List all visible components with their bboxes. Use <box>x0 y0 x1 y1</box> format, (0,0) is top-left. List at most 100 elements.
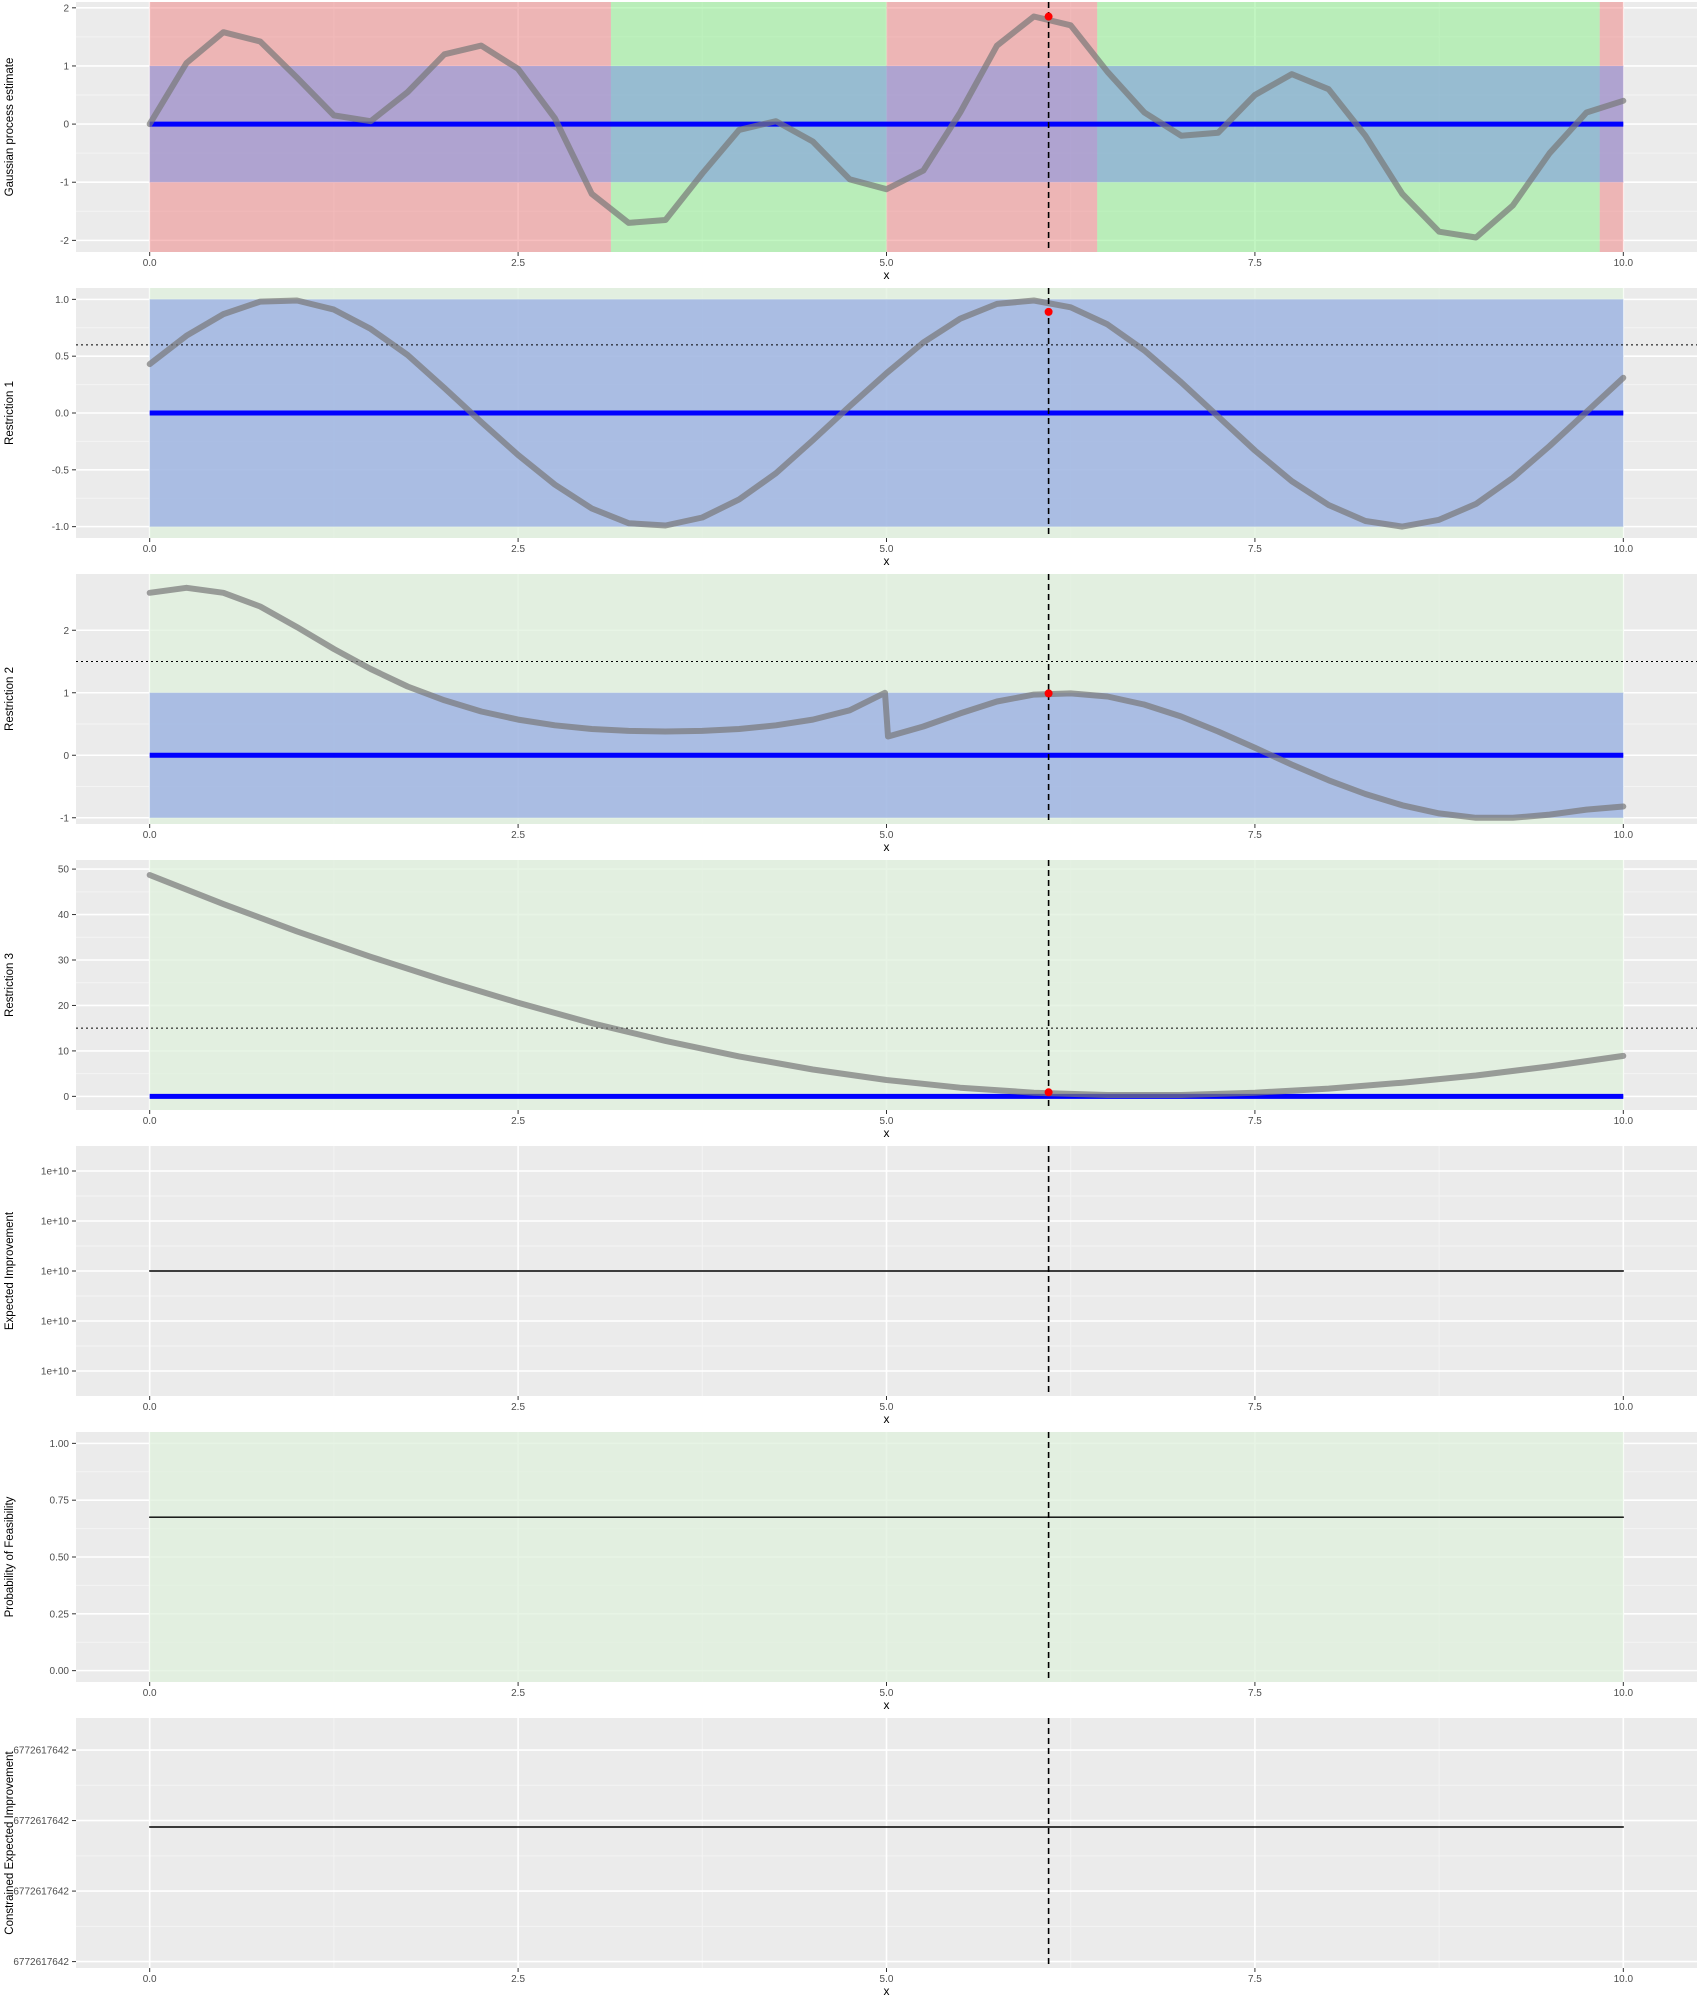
y-tick-label: 0 <box>63 120 69 131</box>
x-tick-label: 5.0 <box>880 1116 894 1127</box>
x-tick-label: 7.5 <box>1248 1688 1262 1699</box>
selected-point <box>1044 12 1053 21</box>
y-tick-label: 2 <box>63 626 69 637</box>
chart-panel-5: 1e+10 1e+10 1e+10 1e+10 1e+10 0.0 2.5 5.0 7.5 10.… <box>4 1146 1697 1426</box>
chart-panel-1: -2 -1 0 1 2 0.0 2.5 5.0 7.5 10.0 x Gaussian process… <box>4 2 1697 282</box>
x-axis-title: x <box>884 1126 890 1140</box>
x-tick-label: 7.5 <box>1248 1116 1262 1127</box>
selected-point <box>1044 1088 1053 1097</box>
chart-panel-6: 0.00 0.25 0.50 0.75 1.00 0.0 2.5 5.0 7.5 10.0 x Pro… <box>4 1432 1697 1712</box>
x-tick-label: 0.0 <box>143 1116 157 1127</box>
y-axis-title: Expected Improvement <box>4 1211 16 1330</box>
x-tick-label: 10.0 <box>1614 1402 1634 1413</box>
y-axis-title: Gaussian process estimate <box>4 58 16 197</box>
series-line-1 <box>146 297 1627 530</box>
chart-panel-4: 0 10 20 30 40 50 0.0 2.5 5.0 7.5 10.0 x Restriction … <box>4 860 1697 1140</box>
series-line-1 <box>146 13 1627 241</box>
y-axis-title: Restriction 2 <box>4 667 16 731</box>
x-axis-title: x <box>884 1984 890 1998</box>
x-tick-label: 0.0 <box>143 544 157 555</box>
x-tick-label: 7.5 <box>1248 1402 1262 1413</box>
x-tick-label: 0.0 <box>143 830 157 841</box>
x-axis-title: x <box>884 840 890 854</box>
y-tick-label: 1e+10 <box>41 1217 70 1228</box>
x-tick-label: 2.5 <box>511 1402 525 1413</box>
x-tick-label: 10.0 <box>1614 830 1634 841</box>
y-tick-label: 1e+10 <box>41 1367 70 1378</box>
x-tick-label: 5.0 <box>880 1688 894 1699</box>
y-tick-label: -2 <box>60 236 69 247</box>
x-tick-label: 0.0 <box>143 1974 157 1985</box>
y-tick-label: -1 <box>60 813 69 824</box>
y-tick-label: 1.0 <box>55 295 69 306</box>
x-tick-label: 10.0 <box>1614 1116 1634 1127</box>
x-tick-label: 5.0 <box>880 544 894 555</box>
x-tick-label: 2.5 <box>511 258 525 269</box>
x-tick-label: 2.5 <box>511 1974 525 1985</box>
chart-panel-3: -1 0 1 2 0.0 2.5 5.0 7.5 10.0 x Restriction 2 <box>4 574 1697 854</box>
x-tick-label: 7.5 <box>1248 258 1262 269</box>
feasibility-region-feasible_light <box>149 1432 1624 1682</box>
x-tick-label: 5.0 <box>880 1402 894 1413</box>
x-tick-label: 2.5 <box>511 1688 525 1699</box>
y-tick-label: 0.75 <box>50 1496 70 1507</box>
y-tick-label: 0.25 <box>50 1609 70 1620</box>
x-tick-label: 2.5 <box>511 544 525 555</box>
y-tick-label: 0.5 <box>55 352 69 363</box>
y-tick-label: 30 <box>58 956 70 967</box>
x-axis-title: x <box>884 1698 890 1712</box>
y-tick-label: 0.0 <box>55 409 69 420</box>
x-tick-label: 7.5 <box>1248 544 1262 555</box>
selected-point <box>1044 307 1053 316</box>
x-tick-label: 0.0 <box>143 1402 157 1413</box>
chart-panel-7: 6772617642 6772617642 6772617642 6772617642… <box>4 1718 1697 1998</box>
x-tick-label: 0.0 <box>143 258 157 269</box>
y-tick-label: 1e+10 <box>41 1167 70 1178</box>
x-tick-label: 10.0 <box>1614 1688 1634 1699</box>
chart-panel-2: -1.0 -0.5 0.0 0.5 1.0 0.0 2.5 5.0 7.5 10.0 x Restri… <box>4 288 1697 568</box>
y-axis-title: Probability of Feasibility <box>4 1496 16 1617</box>
y-tick-label: 40 <box>58 910 70 921</box>
y-axis-title: Restriction 1 <box>4 381 16 445</box>
x-axis-title: x <box>884 268 890 282</box>
y-tick-label: 1.00 <box>50 1439 70 1450</box>
y-tick-label: 6772617642 <box>13 1746 69 1757</box>
series-line-1 <box>146 872 1627 1098</box>
y-tick-label: 0.50 <box>50 1553 70 1564</box>
x-tick-label: 5.0 <box>880 258 894 269</box>
x-axis-title: x <box>884 554 890 568</box>
y-tick-label: 0 <box>63 751 69 762</box>
y-tick-label: 1 <box>63 61 69 72</box>
y-tick-label: 10 <box>58 1046 70 1057</box>
y-tick-label: 6772617642 <box>13 1816 69 1827</box>
x-tick-label: 5.0 <box>880 1974 894 1985</box>
x-tick-label: 2.5 <box>511 830 525 841</box>
y-tick-label: 1e+10 <box>41 1267 70 1278</box>
x-axis-title: x <box>884 1412 890 1426</box>
x-tick-label: 7.5 <box>1248 830 1262 841</box>
x-tick-label: 5.0 <box>880 830 894 841</box>
x-tick-label: 7.5 <box>1248 1974 1262 1985</box>
y-tick-label: 20 <box>58 1001 70 1012</box>
y-tick-label: 0.00 <box>50 1666 70 1677</box>
y-tick-label: -0.5 <box>52 465 70 476</box>
x-tick-label: 10.0 <box>1614 1974 1634 1985</box>
y-axis-title: Constrained Expected Improvement <box>4 1750 16 1934</box>
y-tick-label: 6772617642 <box>13 1957 69 1968</box>
x-tick-label: 0.0 <box>143 1688 157 1699</box>
selected-point <box>1044 689 1053 698</box>
y-tick-label: 6772617642 <box>13 1887 69 1898</box>
y-tick-label: 0 <box>63 1092 69 1103</box>
y-axis-title: Restriction 3 <box>4 953 16 1017</box>
x-tick-label: 10.0 <box>1614 544 1634 555</box>
y-tick-label: 50 <box>58 865 70 876</box>
y-tick-label: -1.0 <box>52 522 70 533</box>
y-tick-label: 1e+10 <box>41 1317 70 1328</box>
x-tick-label: 2.5 <box>511 1116 525 1127</box>
y-tick-label: 2 <box>63 3 69 14</box>
x-tick-label: 10.0 <box>1614 258 1634 269</box>
y-tick-label: -1 <box>60 178 69 189</box>
feasibility-region-feasible_light <box>149 860 1624 1110</box>
